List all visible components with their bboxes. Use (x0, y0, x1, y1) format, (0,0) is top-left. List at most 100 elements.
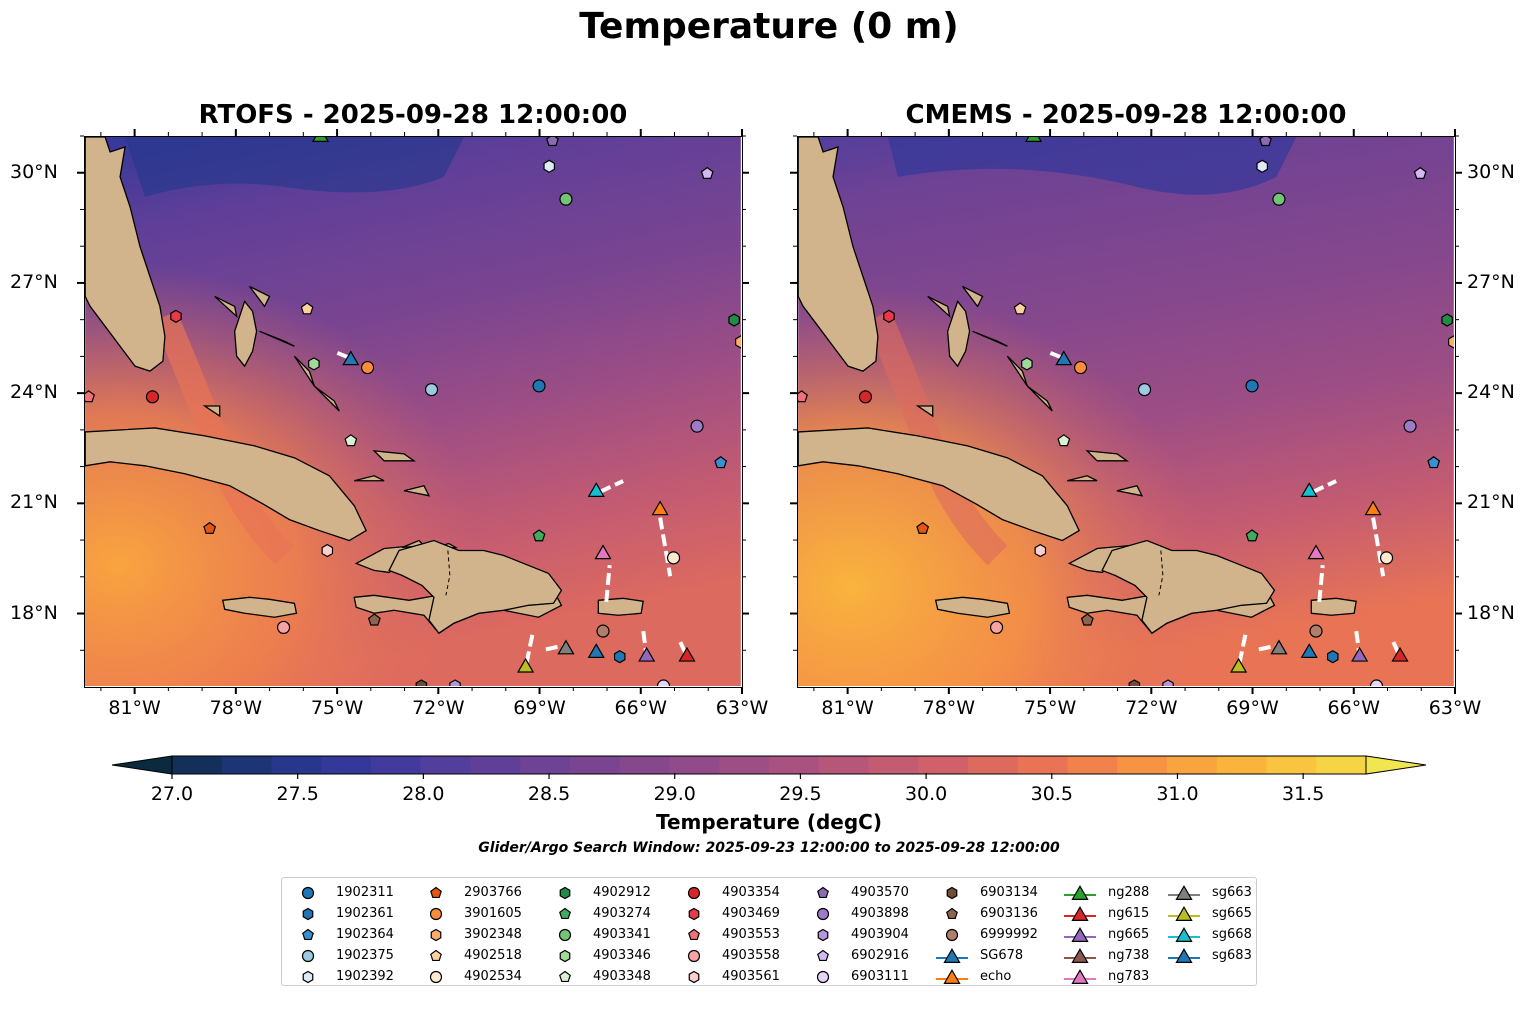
legend-item-4902518: 4902518 (418, 945, 522, 966)
glider-track-3 (1371, 517, 1386, 577)
marker-1902375 (424, 383, 439, 397)
marker-sg668 (587, 482, 605, 497)
lon-tick-label: 81°W (821, 697, 874, 719)
legend-item-ng738: ng738 (1062, 945, 1149, 966)
legend-item-1902361: 1902361 (290, 903, 394, 924)
marker-4903341 (559, 192, 573, 206)
marker-sg663 (1270, 639, 1288, 655)
legend-label: sg683 (1212, 948, 1252, 963)
glider-track-3 (658, 517, 673, 577)
map-cmems (798, 137, 1455, 687)
legend-marker-icon (687, 949, 701, 962)
colorbar-tick-label: 28.5 (527, 783, 571, 805)
marker-2903766 (203, 521, 217, 535)
marker-sg663 (557, 639, 575, 655)
lon-tick-label: 69°W (513, 697, 566, 719)
legend-label: ng288 (1108, 885, 1150, 900)
legend-item-sg665: sg665 (1166, 903, 1252, 924)
marker-4903558 (989, 620, 1004, 634)
legend-marker-icon (301, 949, 315, 962)
marker-6903136 (1080, 613, 1094, 626)
legend-marker-icon (817, 886, 829, 898)
marker-1902392 (543, 159, 555, 173)
legend-item-1902375: 1902375 (290, 945, 394, 966)
legend-label: 4903469 (722, 906, 780, 921)
legend-label: 6902916 (851, 948, 909, 963)
axis-ticks (77, 129, 1462, 694)
legend-item-4903348: 4903348 (547, 966, 651, 987)
colorbar (111, 755, 1427, 775)
marker-1902375 (1137, 383, 1152, 397)
legend-item-1902392: 1902392 (290, 966, 394, 987)
marker-4903341 (1272, 192, 1286, 206)
legend-label: 4903558 (722, 948, 780, 963)
legend-label: sg665 (1212, 906, 1252, 921)
marker-6999992 (596, 624, 610, 638)
marker-4903553 (85, 390, 95, 403)
glider-track-0 (336, 351, 352, 361)
lat-tick-label: 27°N (10, 270, 58, 293)
marker-ng615 (1391, 646, 1409, 662)
legend-item-4902534: 4902534 (418, 966, 522, 987)
legend-marker-icon (558, 928, 572, 941)
search-window-caption: Glider/Argo Search Window: 2025-09-23 12… (478, 840, 1060, 856)
legend-label: sg668 (1212, 927, 1252, 942)
glider-track-2 (604, 565, 612, 602)
map-rtofs (85, 137, 742, 687)
marker-sg683 (1055, 350, 1073, 366)
legend-label: 6903134 (980, 885, 1038, 900)
legend-label: 1902364 (336, 927, 394, 942)
legend-label: 6903136 (980, 906, 1038, 921)
colorbar-tick-label: 29.0 (653, 783, 696, 805)
legend-marker-icon (688, 970, 700, 983)
legend-item-4903341: 4903341 (547, 924, 651, 945)
legend-marker-icon (816, 907, 830, 920)
marker-6903134 (1128, 679, 1141, 687)
colorbar-tick-label: 31.0 (1156, 783, 1199, 805)
marker-4903274 (1245, 529, 1259, 542)
legend-label: echo (980, 969, 1012, 984)
marker-4902534 (666, 551, 681, 565)
legend-item-echo: echo (934, 966, 1038, 987)
marker-4903898 (1403, 419, 1417, 433)
legend-item-4903553: 4903553 (676, 924, 780, 945)
legend-label: SG678 (980, 948, 1024, 963)
legend-item-6999992: 6999992 (934, 924, 1038, 945)
colorbar-tick-label: 27.5 (276, 783, 319, 805)
marker-1902311 (1245, 379, 1259, 393)
colorbar-tick-label: 30.5 (1030, 783, 1073, 805)
marker-6903136 (367, 613, 381, 626)
glider-track-0 (1049, 351, 1065, 361)
marker-4903561 (321, 543, 334, 558)
marker-3902348 (735, 335, 742, 349)
legend-item-4903561: 4903561 (676, 966, 780, 987)
legend-marker-icon (688, 907, 700, 920)
lat-tick-label: 24°N (10, 381, 58, 404)
lon-tick-label: 69°W (1226, 697, 1279, 719)
lon-tick-label: 63°W (715, 697, 769, 719)
legend-marker-icon (1168, 947, 1200, 963)
marker-4903898 (690, 419, 704, 433)
figure-title: Temperature (0 m) (579, 6, 959, 47)
legend-label: 6903111 (851, 969, 909, 984)
legend-marker-icon (817, 928, 829, 941)
legend-label: 4903570 (851, 885, 909, 900)
marker-ng288 (311, 137, 330, 142)
legend-item-ng665: ng665 (1062, 924, 1149, 945)
marker-ng615 (678, 646, 696, 662)
marker-4903469 (883, 309, 895, 324)
lon-tick-label: 66°W (1327, 697, 1380, 719)
legend-item-ng288: ng288 (1062, 882, 1149, 903)
marker-4903346 (1021, 357, 1033, 371)
legend-item-6903111: 6903111 (805, 966, 909, 987)
legend-label: 4903561 (722, 969, 780, 984)
legend-marker-icon (936, 968, 968, 984)
legend-marker-icon (430, 928, 442, 941)
legend-item-4903570: 4903570 (805, 882, 909, 903)
legend-marker-icon (1168, 905, 1200, 921)
marker-1902392 (1256, 159, 1268, 173)
marker-sg683 (342, 350, 360, 366)
legend-marker-icon (1064, 968, 1096, 984)
legend-label: 1902392 (336, 969, 394, 984)
legend-item-4903904: 4903904 (805, 924, 909, 945)
